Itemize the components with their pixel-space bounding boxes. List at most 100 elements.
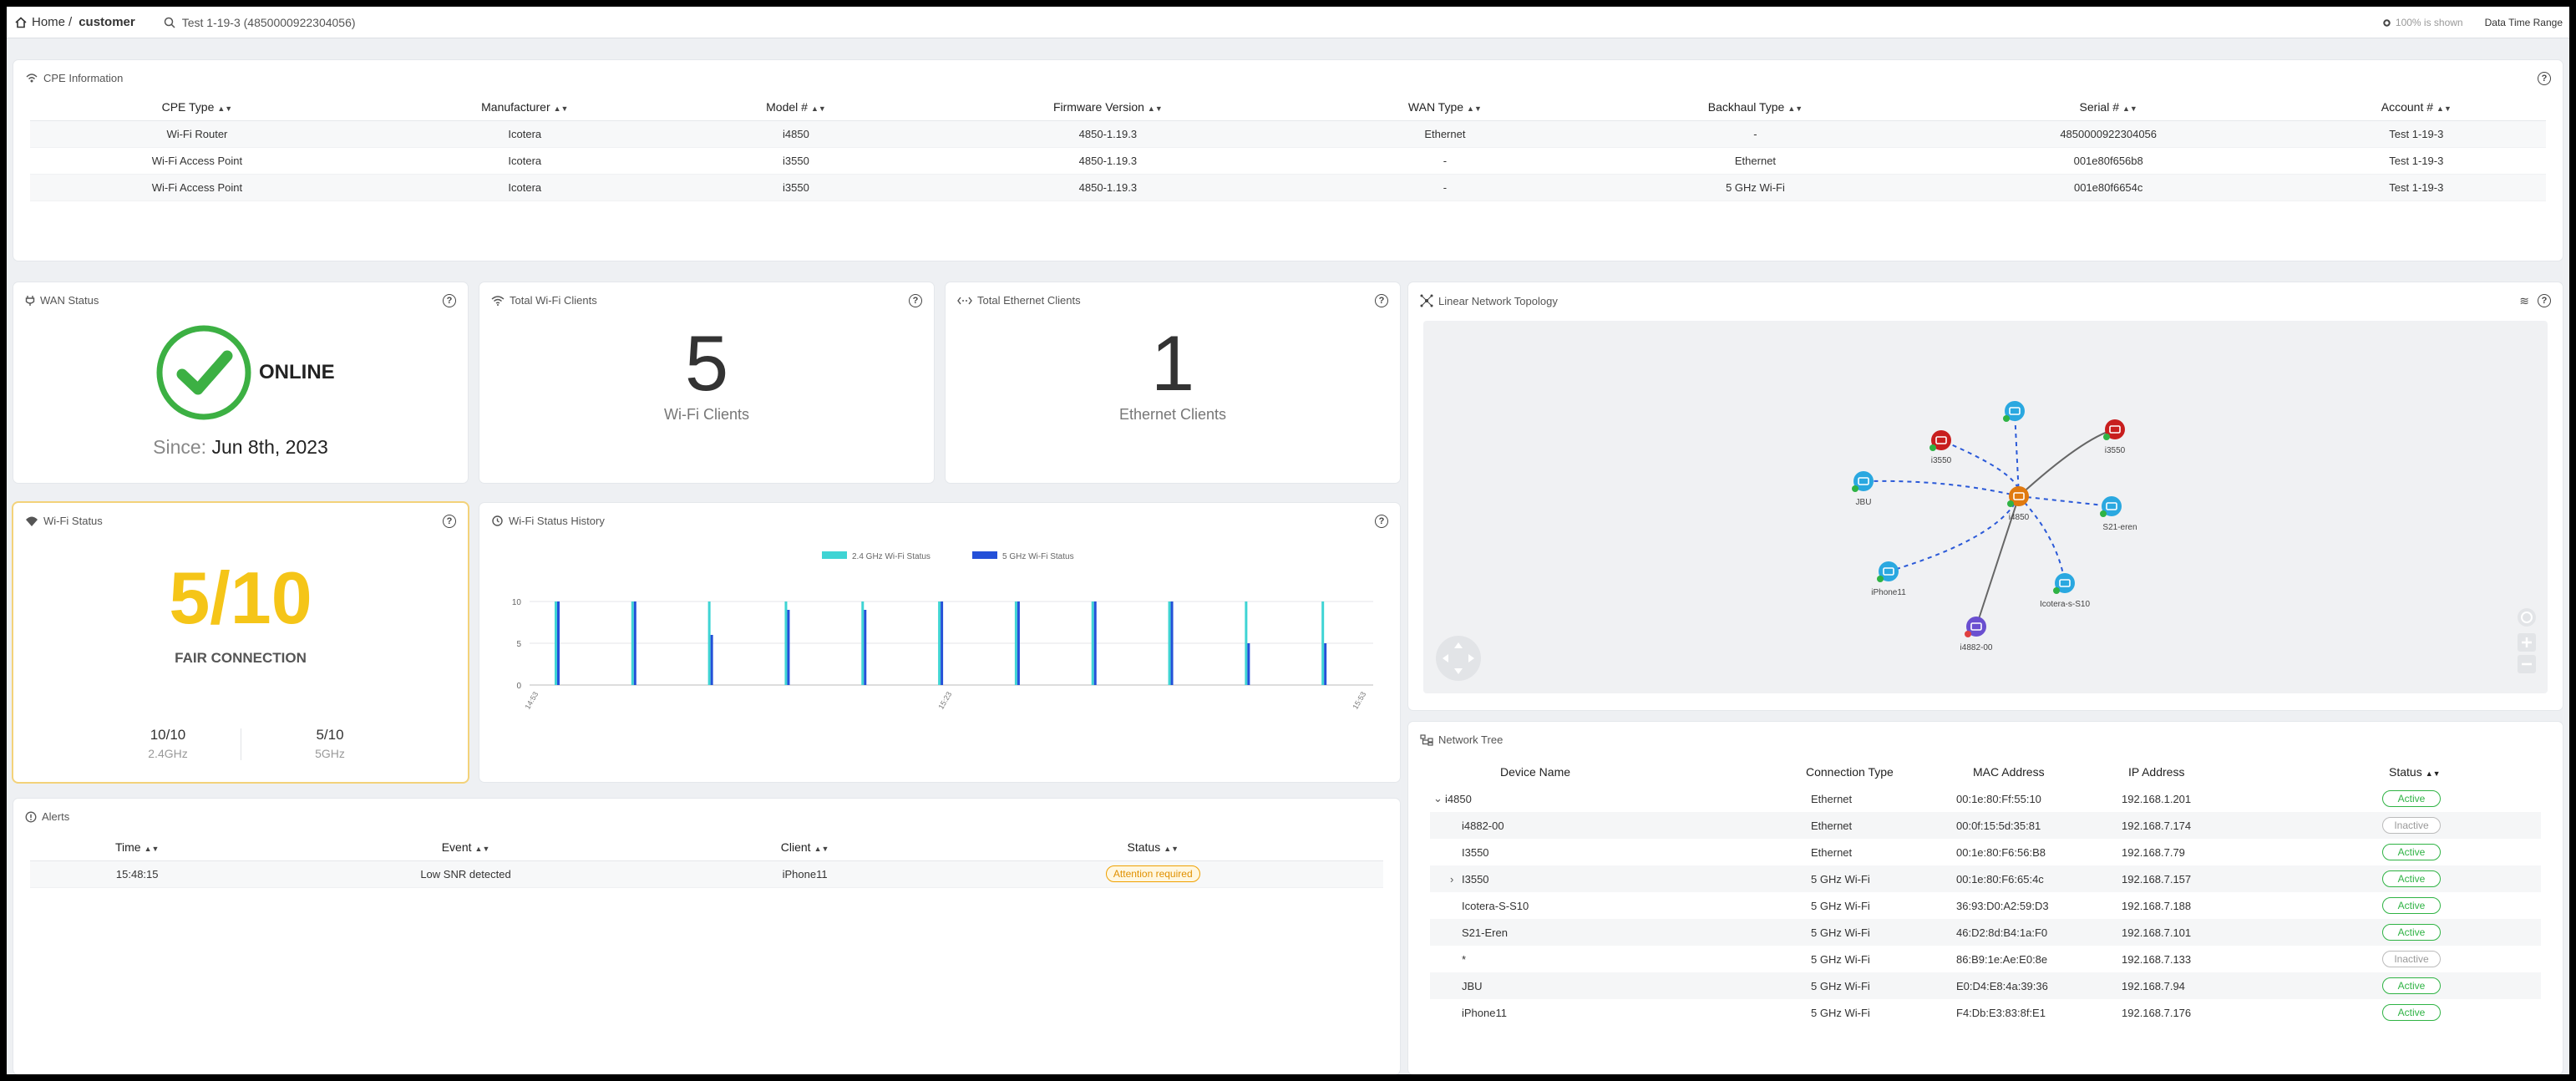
sort-icon[interactable]: ▲▼ bbox=[2122, 104, 2137, 113]
help-icon[interactable]: ? bbox=[443, 294, 456, 307]
cpe-column-header[interactable]: Backhaul Type ▲▼ bbox=[1580, 94, 1930, 121]
sort-icon[interactable]: ▲▼ bbox=[1164, 844, 1179, 853]
wifi-history-chart: 2.4 GHz Wi-Fi Status 5 GHz Wi-Fi Status 10… bbox=[512, 551, 1373, 711]
network-tree-row[interactable]: i4882-00 Ethernet 00:0f:15:5d:35:81 192.168… bbox=[1430, 812, 2541, 839]
network-tree-card: Network Tree Device Name Connection Type M… bbox=[1408, 722, 2563, 1074]
alerts-title: Alerts bbox=[25, 810, 69, 823]
home-icon[interactable] bbox=[15, 16, 27, 28]
column-label: Connection Type bbox=[1806, 765, 1894, 779]
cpe-column-header[interactable]: Serial # ▲▼ bbox=[1929, 94, 2287, 121]
alerts-column-header[interactable]: Client ▲▼ bbox=[687, 834, 923, 861]
breadcrumb-home-link[interactable]: Home bbox=[32, 15, 66, 29]
access-point-icon[interactable] bbox=[2103, 419, 2125, 440]
router-icon[interactable] bbox=[2007, 486, 2029, 507]
sort-icon[interactable]: ▲▼ bbox=[1467, 104, 1482, 113]
sort-icon[interactable]: ▲▼ bbox=[2425, 769, 2441, 778]
tree-column-header: Device Name bbox=[1500, 765, 1570, 779]
breadcrumb-separator: / bbox=[68, 15, 73, 29]
customer-search[interactable]: Test 1-19-3 (4850000922304056) bbox=[164, 16, 356, 29]
help-icon[interactable]: ? bbox=[909, 294, 922, 307]
total-ethernet-clients-card: Total Ethernet Clients ? 1 Ethernet Clie… bbox=[946, 282, 1400, 483]
device-icon[interactable] bbox=[1877, 561, 1899, 582]
expand-toggle-icon[interactable]: › bbox=[1450, 872, 1454, 886]
network-tree-row[interactable]: * 5 GHz Wi-Fi 86:B9:1e:Ae:E0:8e 192.168.7.1… bbox=[1430, 946, 2541, 972]
cpe-cell: Ethernet bbox=[1580, 147, 1930, 175]
ethernet-clients-title-text: Total Ethernet Clients bbox=[977, 294, 1081, 307]
alert-info-icon bbox=[25, 811, 37, 822]
sort-icon[interactable]: ▲▼ bbox=[217, 104, 233, 113]
access-point-icon[interactable] bbox=[1929, 430, 1951, 451]
topology-icon bbox=[1420, 294, 1433, 307]
pan-control[interactable] bbox=[1436, 636, 1481, 681]
sort-icon[interactable]: ▲▼ bbox=[2437, 104, 2452, 113]
cpe-column-header[interactable]: Firmware Version ▲▼ bbox=[906, 94, 1310, 121]
sort-icon[interactable]: ▲▼ bbox=[553, 104, 569, 113]
alerts-column-header[interactable]: Time ▲▼ bbox=[30, 834, 245, 861]
sort-icon[interactable]: ▲▼ bbox=[814, 844, 829, 853]
bar-24ghz bbox=[555, 601, 557, 685]
x-tick-label: 15:23 bbox=[936, 690, 953, 711]
alert-status-cell: Attention required bbox=[922, 860, 1383, 888]
mac-address: 36:93:D0:A2:59:D3 bbox=[1956, 899, 2049, 912]
help-icon[interactable]: ? bbox=[2538, 294, 2551, 307]
sort-icon[interactable]: ▲▼ bbox=[810, 104, 826, 113]
bar-24ghz bbox=[1321, 601, 1325, 685]
cpe-column-header[interactable]: Account # ▲▼ bbox=[2286, 94, 2546, 121]
network-tree-row[interactable]: › I3550 5 GHz Wi-Fi 00:1e:80:F6:65:4c 192.16… bbox=[1430, 865, 2541, 892]
status-badge: Active bbox=[2382, 844, 2441, 860]
cpe-table-row[interactable]: Wi-Fi Access Point Icotera i3550 4850-1.19.… bbox=[30, 147, 2546, 175]
help-icon[interactable]: ? bbox=[1375, 294, 1388, 307]
device-name: iPhone11 bbox=[1462, 1006, 1507, 1019]
sort-icon[interactable]: ▲▼ bbox=[144, 844, 160, 853]
cpe-column-header[interactable]: Model # ▲▼ bbox=[685, 94, 907, 121]
x-tick-label: 14:53 bbox=[523, 690, 540, 711]
help-icon[interactable]: ? bbox=[2538, 72, 2551, 85]
tree-column-header[interactable]: Status ▲▼ bbox=[2389, 765, 2441, 779]
help-icon[interactable]: ? bbox=[1375, 515, 1388, 528]
column-label: Serial # bbox=[2079, 99, 2119, 114]
column-label: Event bbox=[441, 840, 472, 854]
date-time-range-button[interactable]: Data Time Range bbox=[2484, 17, 2563, 28]
topology-graph[interactable]: i4850 i3550 i3550 JBU S21-eren iPhone11 Icoter… bbox=[1423, 321, 2548, 693]
network-tree-row[interactable]: iPhone11 5 GHz Wi-Fi F4:Db:E3:83:8f:E1 192.… bbox=[1430, 999, 2541, 1026]
device-icon[interactable] bbox=[1965, 617, 1986, 637]
alerts-column-header[interactable]: Event ▲▼ bbox=[244, 834, 687, 861]
sort-icon[interactable]: ▲▼ bbox=[1787, 104, 1803, 113]
search-input-value[interactable]: Test 1-19-3 (4850000922304056) bbox=[181, 15, 356, 29]
tree-icon bbox=[1420, 733, 1433, 746]
network-tree-row[interactable]: JBU 5 GHz Wi-Fi E0:D4:E8:4a:39:36 192.168.7… bbox=[1430, 972, 2541, 999]
topology-node-label: Icotera-s-S10 bbox=[2040, 600, 2090, 609]
plug-icon bbox=[25, 295, 35, 306]
cpe-column-header[interactable]: WAN Type ▲▼ bbox=[1309, 94, 1581, 121]
column-label: WAN Type bbox=[1407, 99, 1464, 114]
cpe-cell: i4850 bbox=[685, 120, 907, 148]
expand-toggle-icon[interactable]: ⌄ bbox=[1433, 792, 1443, 804]
cpe-table-row[interactable]: Wi-Fi Access Point Icotera i3550 4850-1.19.… bbox=[30, 174, 2546, 201]
layout-toggle-icon[interactable]: ≋ bbox=[2519, 294, 2529, 307]
bar-5ghz bbox=[1247, 643, 1250, 685]
network-tree-row[interactable]: Icotera-S-S10 5 GHz Wi-Fi 36:93:D0:A2:59:D… bbox=[1430, 892, 2541, 919]
network-tree-row[interactable]: ⌄ i4850 Ethernet 00:1e:80:Ff:55:10 192.168.1… bbox=[1430, 785, 2541, 812]
cpe-table-row[interactable]: Wi-Fi Router Icotera i4850 4850-1.19.3 Ether… bbox=[30, 120, 2546, 148]
column-label: IP Address bbox=[2128, 765, 2185, 779]
alert-row[interactable]: 15:48:15 Low SNR detected iPhone11 Attentio… bbox=[30, 860, 1383, 888]
device-icon[interactable] bbox=[1852, 471, 1874, 492]
device-icon[interactable] bbox=[2053, 573, 2075, 594]
cpe-column-header[interactable]: CPE Type ▲▼ bbox=[30, 94, 364, 121]
cpe-column-header[interactable]: Manufacturer ▲▼ bbox=[363, 94, 686, 121]
device-icon[interactable] bbox=[2003, 401, 2025, 422]
sort-icon[interactable]: ▲▼ bbox=[1147, 104, 1163, 113]
wan-title-text: WAN Status bbox=[40, 294, 99, 307]
network-tree-row[interactable]: S21-Eren 5 GHz Wi-Fi 46:D2:8d:B4:1a:F0 192.… bbox=[1430, 919, 2541, 946]
alerts-column-header[interactable]: Status ▲▼ bbox=[922, 834, 1383, 861]
ethernet-clients-title: Total Ethernet Clients bbox=[957, 294, 1081, 307]
connection-status-dot bbox=[1965, 631, 1971, 637]
column-label: Firmware Version bbox=[1052, 99, 1144, 114]
network-tree-row[interactable]: I3550 Ethernet 00:1e:80:F6:56:B8 192.168.7.… bbox=[1430, 839, 2541, 865]
device-icon[interactable] bbox=[2100, 496, 2122, 517]
sort-icon[interactable]: ▲▼ bbox=[474, 844, 490, 853]
zoom-controls[interactable] bbox=[2518, 608, 2536, 673]
wan-status-card: WAN Status ? ONLINE Since: Jun 8th, 2023 bbox=[13, 282, 468, 483]
gear-icon[interactable] bbox=[2382, 18, 2391, 28]
help-icon[interactable]: ? bbox=[443, 515, 456, 528]
